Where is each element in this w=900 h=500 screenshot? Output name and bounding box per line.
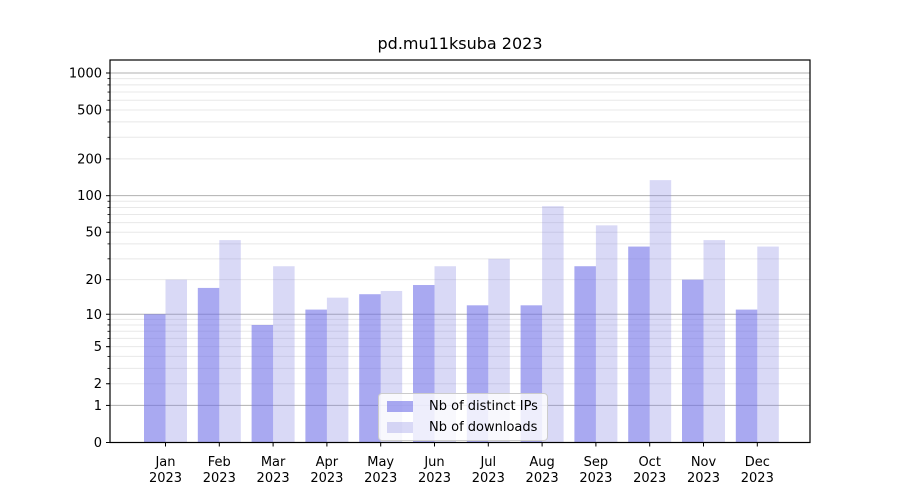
- bar-downloads: [595, 225, 618, 443]
- y-axis-tick-label: 20: [85, 273, 102, 288]
- x-axis-month-label: Jun: [423, 455, 444, 470]
- y-axis-tick-label: 100: [77, 189, 102, 204]
- bar-distinct-ips: [251, 324, 274, 443]
- bar-downloads: [326, 297, 349, 443]
- bar-distinct-ips: [574, 266, 596, 443]
- bar-downloads: [273, 266, 295, 443]
- plot-border: [109, 59, 811, 444]
- bar-downloads: [542, 206, 564, 443]
- x-axis-month-label: Mar: [261, 455, 286, 470]
- x-axis-month-label: Feb: [208, 455, 231, 470]
- bar-downloads: [703, 240, 725, 443]
- bar-downloads: [165, 279, 187, 443]
- bar-downloads: [757, 246, 779, 443]
- bar-distinct-ips: [197, 287, 220, 443]
- y-axis-tick-label: 50: [85, 226, 102, 241]
- x-axis-year-label: 2023: [741, 471, 774, 486]
- legend-item-distinct-ips: Nb of distinct IPs: [387, 399, 538, 414]
- x-axis-year-label: 2023: [364, 471, 397, 486]
- bar-distinct-ips: [735, 309, 758, 443]
- bar-distinct-ips: [305, 309, 327, 443]
- chart-title: pd.mu11ksuba 2023: [377, 34, 543, 53]
- y-axis-tick-label: 1: [94, 399, 102, 414]
- x-axis-year-label: 2023: [526, 471, 559, 486]
- x-axis-month-label: Sep: [584, 455, 609, 470]
- y-axis-tick-label: 1000: [69, 66, 102, 81]
- legend-label-distinct-ips: Nb of distinct IPs: [429, 399, 538, 414]
- y-axis-tick-label: 10: [85, 308, 102, 323]
- x-axis-month-label: Nov: [691, 455, 717, 470]
- legend-swatch-distinct-ips: [387, 401, 413, 412]
- x-axis-month-label: Oct: [638, 455, 660, 470]
- bar-distinct-ips: [682, 279, 704, 443]
- legend-item-downloads: Nb of downloads: [387, 420, 538, 435]
- x-axis-month-label: Dec: [745, 455, 770, 470]
- legend-label-downloads: Nb of downloads: [429, 420, 538, 435]
- y-axis-tick-label: 0: [94, 436, 102, 451]
- x-axis-year-label: 2023: [310, 471, 343, 486]
- x-axis-month-label: Apr: [316, 455, 339, 470]
- x-axis-year-label: 2023: [203, 471, 236, 486]
- x-axis-year-label: 2023: [418, 471, 451, 486]
- y-axis-tick-label: 200: [77, 152, 102, 167]
- y-axis-tick-label: 5: [94, 340, 102, 355]
- bar-downloads: [219, 240, 241, 443]
- legend-swatch-downloads: [387, 422, 413, 433]
- bar-distinct-ips: [359, 294, 381, 443]
- x-axis-year-label: 2023: [472, 471, 505, 486]
- x-axis-year-label: 2023: [633, 471, 666, 486]
- x-axis-month-label: May: [367, 455, 394, 470]
- bar-distinct-ips: [628, 246, 650, 443]
- bar-distinct-ips: [144, 314, 166, 443]
- x-axis-year-label: 2023: [579, 471, 612, 486]
- y-axis-tick-label: 500: [77, 104, 102, 119]
- x-axis-month-label: Jul: [479, 455, 496, 470]
- x-axis-year-label: 2023: [687, 471, 720, 486]
- bar-downloads: [649, 180, 672, 443]
- legend: Nb of distinct IPs Nb of downloads: [378, 393, 548, 441]
- x-axis-year-label: 2023: [149, 471, 182, 486]
- x-axis-month-label: Aug: [529, 455, 554, 470]
- x-axis-year-label: 2023: [257, 471, 290, 486]
- y-axis-tick-label: 2: [94, 377, 102, 392]
- x-axis-month-label: Jan: [154, 455, 175, 470]
